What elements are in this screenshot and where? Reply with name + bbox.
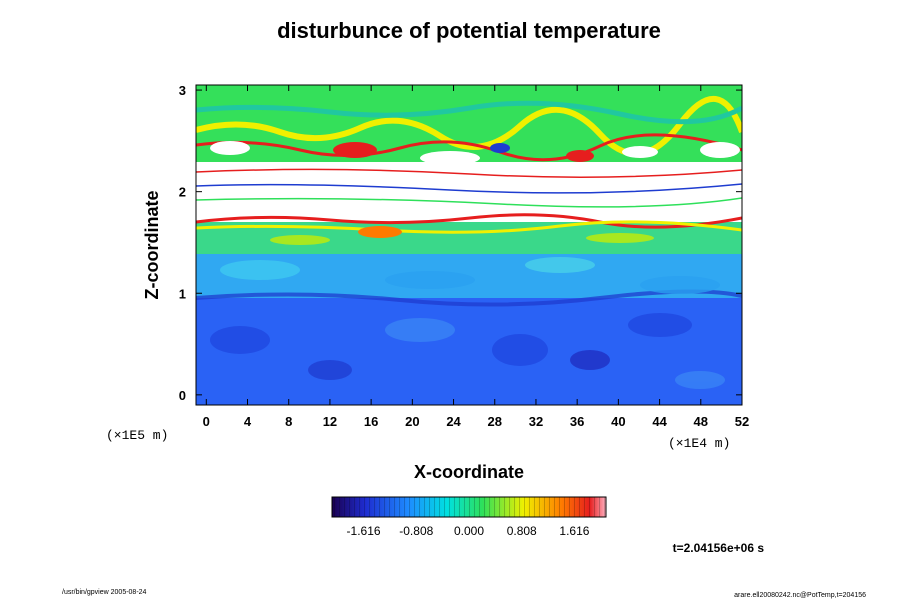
time-annotation: t=2.04156e+06 s: [673, 541, 765, 555]
x-tick-label: 32: [529, 414, 543, 429]
x-tick-label: 48: [694, 414, 708, 429]
colorbar-bins: [332, 497, 606, 517]
footer-right: arare.ell20080242.nc@PotTemp,t=204156: [734, 592, 866, 599]
x-tick-label: 40: [611, 414, 625, 429]
colorbar-tick-label: -1.616: [347, 524, 381, 538]
x-tick-label: 0: [203, 414, 210, 429]
y-axis-ticks: 0 1 2 3: [179, 83, 742, 403]
x-tick-label: 16: [364, 414, 378, 429]
x-scale-note: (×1E4 m): [668, 436, 730, 451]
x-tick-label: 44: [652, 414, 667, 429]
middle-eddies: [220, 257, 720, 294]
y-scale-note: (×1E5 m): [106, 428, 168, 443]
interface-layer: [196, 168, 742, 245]
y-tick-label: 0: [179, 388, 186, 403]
x-tick-label: 8: [285, 414, 292, 429]
x-axis-label: X-coordinate: [414, 462, 524, 482]
colorbar-tick-label: 0.808: [507, 524, 537, 538]
colorbar-tick-label: 1.616: [559, 524, 589, 538]
upper-waves: [196, 95, 742, 165]
x-tick-label: 24: [446, 414, 461, 429]
colorbar-tick-label: -0.808: [399, 524, 433, 538]
footer-left: /usr/bin/gpview 2005-08-24: [62, 589, 147, 596]
x-tick-label: 36: [570, 414, 584, 429]
field-band-lower: [196, 295, 742, 405]
x-tick-label: 4: [244, 414, 252, 429]
colorbar-tick-label: 0.000: [454, 524, 484, 538]
colorbar-frame: [331, 496, 607, 518]
chart-title: disturbunce of potential temperature: [277, 18, 661, 43]
heatmap-field: [196, 85, 742, 405]
colorbar: -1.616 -0.808 0.000 0.808 1.616: [331, 496, 607, 538]
x-tick-label: 28: [488, 414, 502, 429]
y-axis-label: Z-coordinate: [142, 190, 162, 299]
plot-frame: [195, 84, 743, 406]
y-tick-label: 1: [179, 286, 186, 301]
x-tick-label: 12: [323, 414, 337, 429]
x-axis-ticks: 0 4 8 12 16 20 24 28 32 36 40 44 48 52: [203, 85, 749, 429]
field-band-upper: [196, 85, 742, 162]
colorbar-ticks: -1.616 -0.808 0.000 0.808 1.616: [347, 524, 590, 538]
x-tick-label: 20: [405, 414, 419, 429]
y-tick-label: 2: [179, 185, 186, 200]
x-tick-label: 52: [735, 414, 749, 429]
y-tick-label: 3: [179, 83, 186, 98]
